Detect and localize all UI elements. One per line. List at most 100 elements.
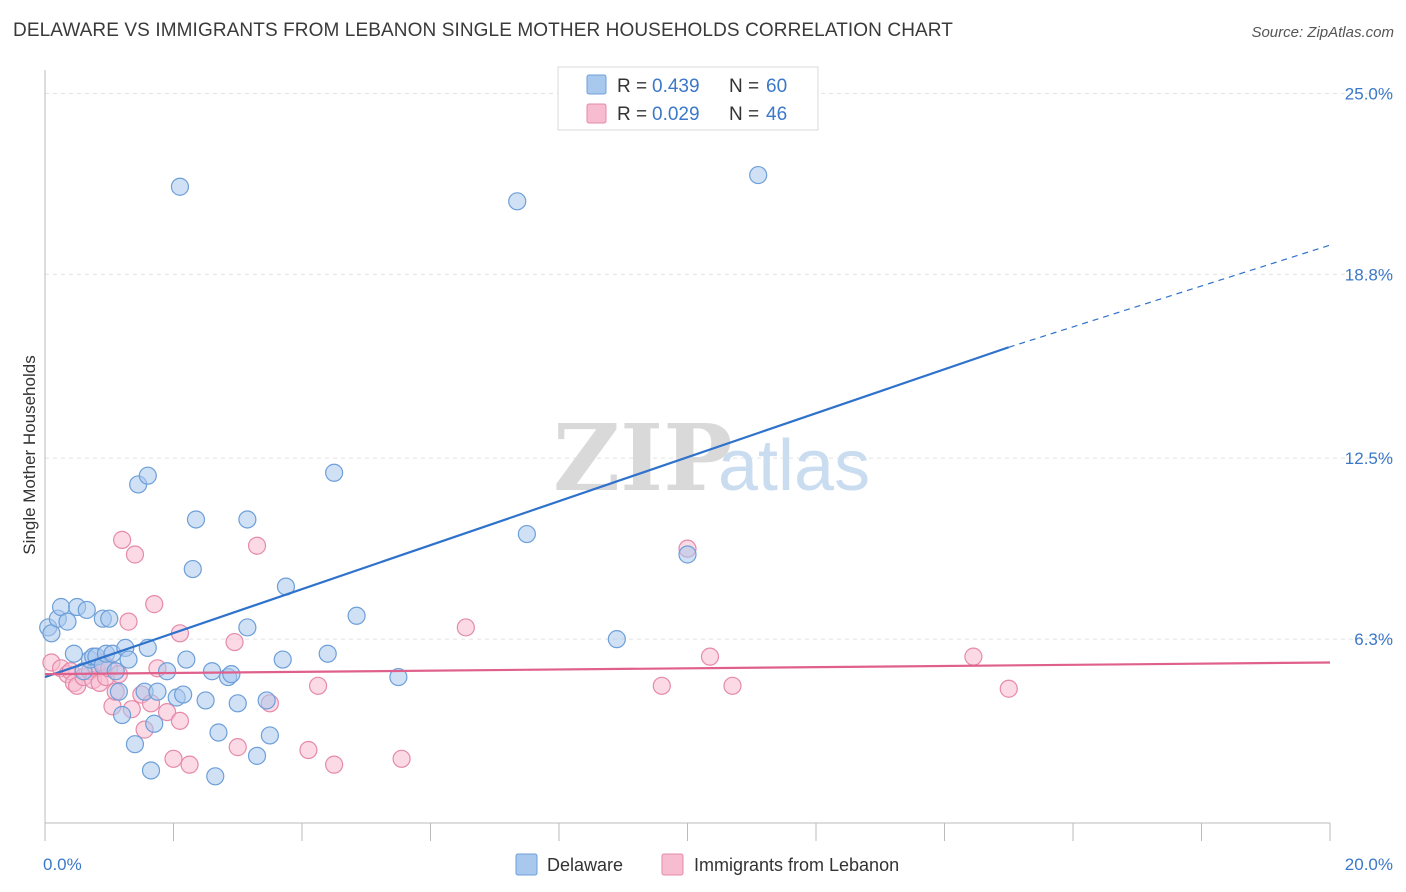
bottom-legend-delaware: Delaware: [547, 855, 623, 875]
bottom-legend-swatch-delaware: [515, 853, 538, 876]
lebanon-point-40: [652, 676, 671, 695]
lebanon-point-38: [392, 749, 411, 768]
delaware-trend-extension: [1008, 244, 1331, 348]
bottom-legend-swatch-lebanon: [661, 853, 684, 876]
delaware-point-37: [196, 691, 215, 710]
legend-r-label-1: R =: [617, 76, 647, 97]
legend-n-value-1: 60: [766, 76, 787, 97]
delaware-point-27: [141, 761, 161, 780]
delaware-point-45: [238, 510, 257, 529]
delaware-point-22: [125, 735, 145, 754]
trend-lines: [44, 244, 1331, 679]
y-tick-label-1: 12.5%: [1345, 449, 1393, 468]
y-tick-label-2: 18.8%: [1345, 265, 1393, 284]
legend-n-label-2: N =: [729, 104, 759, 125]
delaware-point-54: [389, 667, 408, 687]
delaware-point-57: [607, 630, 626, 649]
legend-r-label-2: R =: [617, 104, 647, 125]
delaware-point-33: [174, 685, 193, 704]
watermark: ZIP atlas: [553, 404, 870, 512]
delaware-point-56: [517, 524, 536, 544]
delaware-point-47: [257, 691, 276, 710]
delaware-point-44: [238, 618, 257, 637]
correlation-legend: R = 0.439 N = 60 R = 0.029 N = 46: [557, 66, 819, 131]
lebanon-trend-line: [44, 661, 1331, 676]
delaware-point-46: [247, 746, 267, 765]
gridlines: [45, 92, 1395, 640]
delaware-point-19: [112, 705, 132, 725]
x-tick-labels: 0.0% 20.0%: [43, 855, 1393, 874]
delaware-point-34: [177, 650, 196, 669]
legend-n-label-1: N =: [729, 76, 759, 97]
lebanon-point-24: [145, 595, 164, 614]
delaware-point-43: [228, 694, 247, 713]
legend-swatch-lebanon: [586, 103, 607, 124]
delaware-point-36: [186, 510, 206, 529]
lebanon-point-32: [228, 738, 247, 757]
legend-swatch-delaware: [586, 74, 607, 95]
delaware-point-52: [325, 463, 344, 482]
bottom-legend-lebanon: Immigrants from Lebanon: [694, 855, 899, 875]
source-label: Source: ZipAtlas.com: [1251, 24, 1394, 41]
legend-n-value-2: 46: [766, 104, 787, 125]
delaware-trend-line: [44, 346, 1010, 679]
delaware-point-53: [347, 606, 366, 625]
lebanon-point-37: [325, 755, 344, 774]
lebanon-point-45: [999, 679, 1018, 698]
legend-r-value-1: 0.439: [652, 76, 700, 97]
delaware-point-59: [749, 165, 768, 185]
delaware-point-55: [508, 192, 527, 211]
delaware-point-30: [157, 662, 177, 681]
lebanon-point-20: [125, 545, 145, 564]
delaware-point-26: [138, 466, 157, 485]
delaware-point-35: [183, 559, 202, 579]
delaware-point-32: [170, 177, 190, 196]
lebanon-point-28: [170, 711, 190, 730]
lebanon-point-42: [700, 647, 720, 666]
delaware-point-58: [678, 545, 697, 564]
delaware-point-39: [206, 767, 225, 786]
lebanon-point-17: [112, 530, 132, 549]
delaware-point-28: [145, 714, 164, 733]
delaware-point-42: [222, 665, 241, 684]
axes: [44, 70, 1331, 841]
lebanon-point-35: [299, 740, 318, 760]
legend-r-value-2: 0.029: [652, 104, 700, 125]
lebanon-point-31: [225, 632, 244, 652]
delaware-point-40: [209, 723, 228, 742]
delaware-point-48: [260, 726, 279, 745]
delaware-point-4: [58, 612, 77, 631]
lebanon-points: [42, 530, 1018, 774]
delaware-point-49: [273, 650, 292, 669]
lebanon-point-39: [456, 618, 475, 637]
y-tick-labels: 6.3% 12.5% 18.8% 25.0%: [1345, 84, 1393, 649]
x-tick-label-1: 20.0%: [1345, 855, 1393, 874]
lebanon-point-27: [164, 749, 183, 768]
lebanon-point-18: [119, 612, 138, 631]
delaware-points: [39, 165, 768, 786]
delaware-point-15: [100, 609, 119, 628]
svg-text:R = 0.029 N =: R = 0.029 N = 46: [617, 104, 787, 125]
delaware-point-29: [148, 682, 167, 701]
y-tick-label-3: 25.0%: [1345, 84, 1393, 103]
svg-text:R = 0.439 N =: R = 0.439 N = 60: [617, 76, 787, 97]
lebanon-point-26: [157, 702, 177, 722]
lebanon-point-43: [723, 676, 742, 695]
delaware-point-17: [106, 662, 125, 681]
delaware-point-8: [77, 600, 96, 620]
delaware-point-18: [109, 682, 128, 701]
chart-title: DELAWARE VS IMMIGRANTS FROM LEBANON SING…: [13, 20, 953, 41]
delaware-point-38: [202, 662, 222, 681]
delaware-point-21: [119, 650, 138, 669]
x-tick-label-0: 0.0%: [43, 855, 82, 874]
delaware-point-51: [318, 644, 337, 663]
watermark-zip: ZIP: [553, 404, 732, 512]
lebanon-point-33: [247, 536, 267, 555]
y-tick-label-0: 6.3%: [1354, 630, 1393, 649]
lebanon-point-30: [180, 755, 199, 774]
lebanon-point-44: [964, 647, 983, 666]
series-legend: Delaware Immigrants from Lebanon: [515, 853, 899, 876]
watermark-atlas: atlas: [718, 426, 870, 506]
delaware-point-5: [64, 644, 84, 663]
